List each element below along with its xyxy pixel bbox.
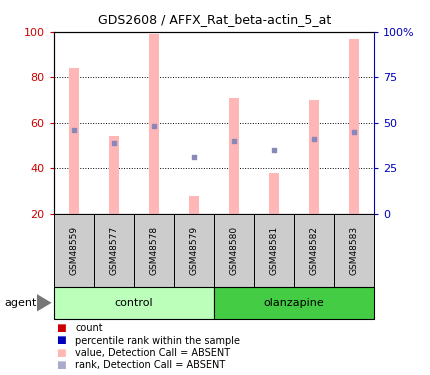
Point: [150, 123, 157, 129]
Text: GSM48559: GSM48559: [69, 226, 78, 275]
Text: ■: ■: [56, 336, 66, 345]
Text: olanzapine: olanzapine: [264, 298, 324, 308]
Bar: [349, 39, 359, 214]
Text: GSM48578: GSM48578: [149, 226, 158, 275]
Bar: [69, 68, 79, 214]
Bar: [334, 214, 374, 287]
Bar: [269, 173, 279, 214]
Bar: [229, 98, 239, 214]
Text: agent: agent: [4, 298, 37, 308]
Point: [111, 140, 117, 146]
Point: [310, 136, 317, 142]
Text: ■: ■: [56, 360, 66, 370]
Bar: [189, 196, 199, 214]
Point: [71, 127, 77, 133]
Polygon shape: [37, 294, 52, 312]
Bar: [174, 214, 214, 287]
Bar: [134, 214, 174, 287]
Text: GDS2608 / AFFX_Rat_beta-actin_5_at: GDS2608 / AFFX_Rat_beta-actin_5_at: [98, 13, 332, 26]
Text: count: count: [75, 323, 103, 333]
Point: [190, 154, 197, 160]
Text: rank, Detection Call = ABSENT: rank, Detection Call = ABSENT: [75, 360, 225, 370]
Text: ■: ■: [56, 348, 66, 358]
Point: [350, 129, 357, 135]
Bar: [214, 287, 374, 319]
Text: GSM48579: GSM48579: [189, 226, 198, 275]
Text: GSM48583: GSM48583: [350, 226, 359, 275]
Bar: [309, 100, 319, 214]
Text: control: control: [114, 298, 153, 308]
Text: GSM48577: GSM48577: [109, 226, 118, 275]
Text: ■: ■: [56, 323, 66, 333]
Bar: [254, 214, 294, 287]
Text: value, Detection Call = ABSENT: value, Detection Call = ABSENT: [75, 348, 230, 358]
Bar: [149, 34, 159, 214]
Text: GSM48580: GSM48580: [230, 226, 239, 275]
Point: [230, 138, 237, 144]
Bar: [294, 214, 334, 287]
Bar: [214, 214, 254, 287]
Text: percentile rank within the sample: percentile rank within the sample: [75, 336, 240, 345]
Text: GSM48581: GSM48581: [270, 226, 279, 275]
Bar: [109, 136, 119, 214]
Bar: [94, 214, 134, 287]
Bar: [54, 287, 214, 319]
Point: [270, 147, 277, 153]
Text: GSM48582: GSM48582: [310, 226, 319, 275]
Bar: [54, 214, 94, 287]
